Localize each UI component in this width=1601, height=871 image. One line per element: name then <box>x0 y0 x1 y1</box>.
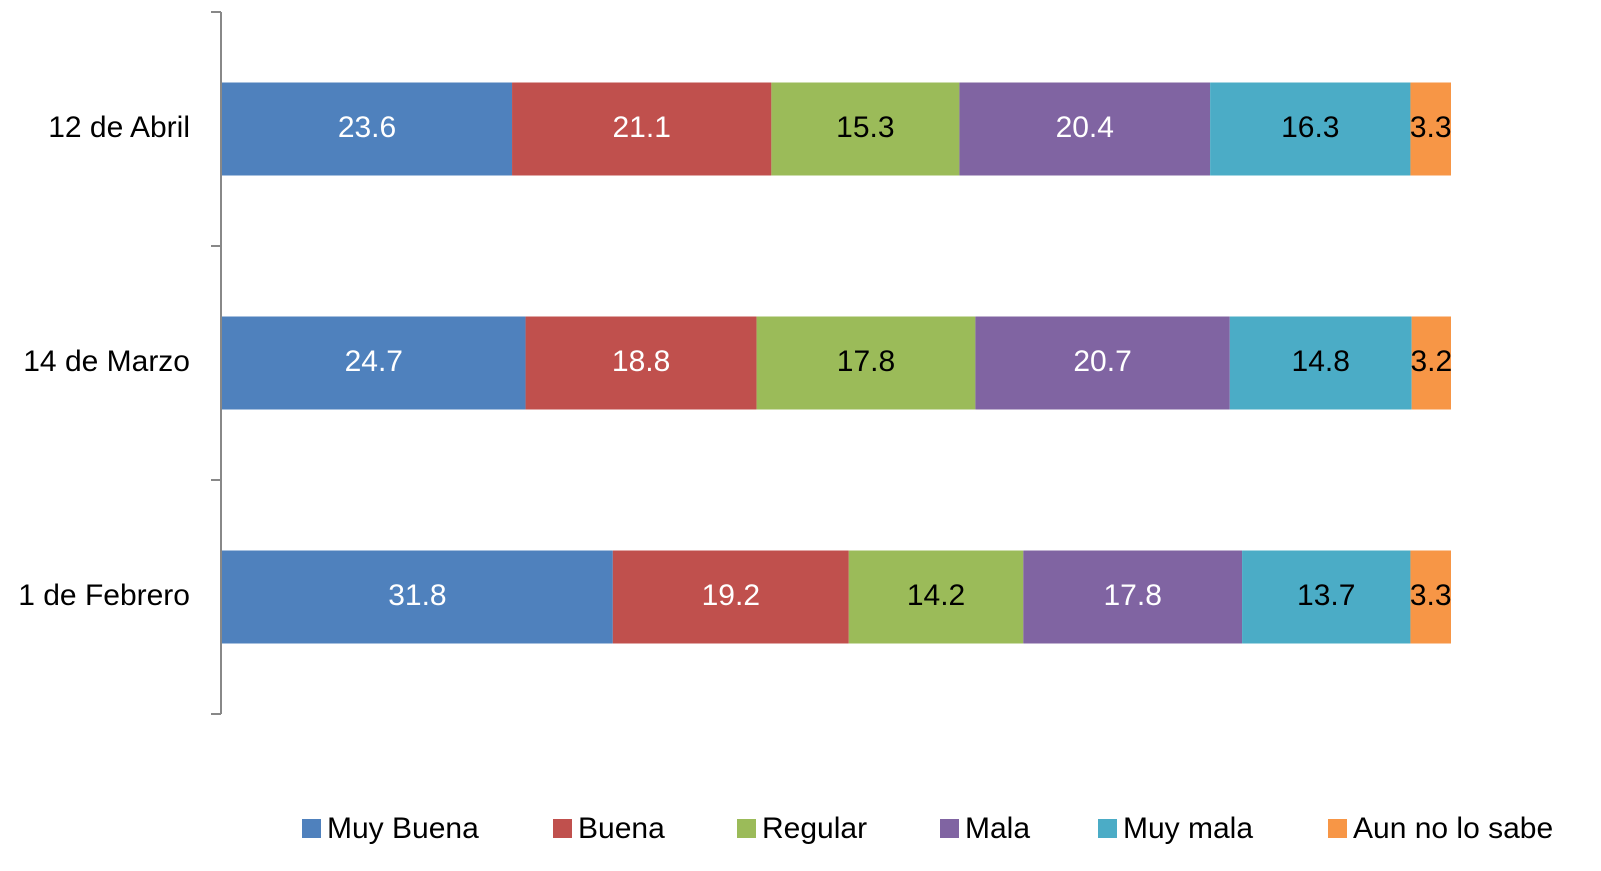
data-label: 19.2 <box>702 579 760 612</box>
bar-segment <box>771 82 960 176</box>
bar-segment <box>1210 82 1411 176</box>
data-label: 16.3 <box>1281 111 1339 144</box>
bar-segment <box>1023 550 1243 644</box>
data-label: 31.8 <box>388 579 446 612</box>
bar-segment <box>959 82 1211 176</box>
bar-segment <box>1242 550 1411 644</box>
bar-segment <box>222 550 613 644</box>
legend-label: Muy Buena <box>327 812 479 845</box>
bar-segment <box>1410 82 1451 176</box>
bar-segment <box>525 316 757 410</box>
data-label: 14.2 <box>907 579 965 612</box>
bar-segment <box>1410 550 1451 644</box>
y-tick-label: 12 de Abril <box>48 111 190 144</box>
data-label: 13.7 <box>1297 579 1355 612</box>
bar-segment <box>222 316 526 410</box>
legend-swatch <box>1098 819 1117 838</box>
data-label: 24.7 <box>345 345 403 378</box>
data-label: 3.3 <box>1410 579 1452 612</box>
bar-segment <box>848 550 1024 644</box>
data-label: 15.3 <box>836 111 894 144</box>
legend-label: Mala <box>965 812 1030 845</box>
legend-swatch <box>302 819 321 838</box>
legend-swatch <box>940 819 959 838</box>
data-label: 23.6 <box>338 111 396 144</box>
data-label: 3.2 <box>1410 345 1452 378</box>
bar-segment <box>756 316 976 410</box>
bar-segment <box>512 82 772 176</box>
bar-segment <box>1411 316 1451 410</box>
legend-label: Muy mala <box>1123 812 1253 845</box>
data-label: 17.8 <box>837 345 895 378</box>
data-label: 18.8 <box>612 345 670 378</box>
legend-swatch <box>1328 819 1347 838</box>
bar-segment <box>975 316 1230 410</box>
data-label: 20.7 <box>1073 345 1131 378</box>
data-label: 20.4 <box>1056 111 1114 144</box>
y-tick-label: 1 de Febrero <box>18 579 190 612</box>
data-label: 17.8 <box>1103 579 1161 612</box>
legend-label: Aun no lo sabe <box>1353 812 1553 845</box>
legend-label: Buena <box>578 812 665 845</box>
bar-segment <box>612 550 849 644</box>
data-label: 21.1 <box>613 111 671 144</box>
bar-segment <box>222 82 513 176</box>
data-label: 3.3 <box>1410 111 1452 144</box>
legend-swatch <box>553 819 572 838</box>
legend-swatch <box>737 819 756 838</box>
y-tick-label: 14 de Marzo <box>23 345 190 378</box>
bar-segment <box>1229 316 1412 410</box>
legend-label: Regular <box>762 812 867 845</box>
data-label: 14.8 <box>1292 345 1350 378</box>
